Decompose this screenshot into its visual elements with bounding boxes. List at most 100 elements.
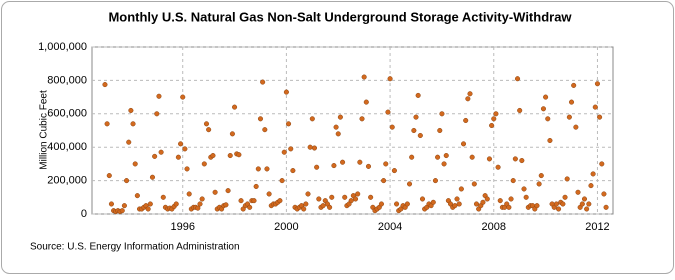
point: [534, 203, 540, 209]
point: [331, 163, 337, 169]
point: [102, 82, 108, 88]
point: [454, 196, 460, 202]
point: [497, 198, 503, 204]
point: [493, 111, 499, 117]
point: [560, 201, 566, 207]
point: [411, 127, 417, 134]
point: [592, 104, 598, 110]
point: [517, 107, 523, 114]
point: [521, 186, 527, 192]
point: [232, 104, 238, 110]
point: [460, 141, 467, 147]
point: [266, 191, 272, 197]
point: [594, 81, 600, 87]
point: [495, 164, 501, 170]
point: [413, 114, 419, 120]
point: [357, 159, 363, 165]
point: [443, 153, 449, 159]
point: [385, 109, 391, 115]
point: [203, 121, 210, 127]
y-axis-label: Million Cubic Feet: [39, 90, 50, 170]
point: [581, 196, 588, 202]
point: [307, 144, 313, 150]
point: [489, 122, 495, 129]
point: [575, 189, 581, 195]
x-tick-label: 2004: [378, 221, 402, 233]
point: [538, 173, 544, 179]
point: [387, 76, 393, 82]
point: [236, 152, 242, 158]
point: [290, 168, 296, 174]
point: [130, 121, 136, 127]
point: [571, 82, 577, 88]
point: [119, 208, 125, 214]
point: [584, 206, 590, 212]
point: [352, 196, 359, 202]
point: [361, 74, 367, 80]
source: Source: U.S. Energy Information Administ…: [30, 242, 240, 253]
point: [320, 203, 326, 209]
point: [314, 164, 320, 170]
y-tick-label: 0: [81, 208, 87, 220]
point: [378, 201, 385, 207]
point: [491, 116, 497, 122]
point: [547, 137, 553, 144]
point: [510, 178, 516, 184]
point: [471, 181, 477, 187]
point: [212, 189, 218, 195]
point: [126, 139, 132, 145]
point: [342, 194, 348, 200]
point: [452, 203, 458, 209]
x-tick-label: 2012: [585, 221, 609, 233]
point: [305, 191, 311, 197]
point: [281, 149, 287, 155]
point: [104, 121, 110, 127]
point: [303, 201, 309, 207]
frame: [1, 1, 674, 274]
point: [368, 194, 374, 200]
point: [333, 124, 339, 130]
point: [473, 201, 480, 207]
point: [523, 194, 529, 200]
point: [512, 156, 518, 162]
x-tick-label: 1996: [170, 221, 194, 233]
point: [540, 106, 547, 112]
point: [389, 124, 395, 130]
point: [562, 194, 568, 200]
y-tick-label: 600,000: [47, 108, 87, 120]
point: [439, 111, 445, 117]
point: [335, 131, 341, 137]
point: [519, 158, 525, 164]
point: [506, 204, 512, 210]
point: [340, 159, 346, 165]
point: [147, 201, 153, 207]
point: [456, 201, 462, 207]
point: [247, 204, 253, 210]
point: [279, 178, 285, 184]
point: [545, 116, 551, 122]
y-tick-label: 800,000: [47, 74, 87, 86]
point: [229, 131, 235, 137]
point: [327, 204, 333, 210]
point: [415, 92, 421, 98]
point: [128, 107, 134, 114]
chart-title: Monthly U.S. Natural Gas Non-Salt Underg…: [108, 9, 572, 24]
point: [206, 127, 212, 133]
point: [182, 146, 188, 152]
point: [329, 194, 335, 200]
point: [394, 201, 400, 207]
point: [383, 161, 389, 167]
point: [277, 198, 283, 204]
point: [363, 99, 369, 105]
point: [419, 196, 426, 202]
point: [178, 141, 184, 147]
point: [210, 153, 216, 159]
point: [458, 186, 464, 192]
point: [437, 127, 443, 134]
point: [573, 124, 579, 130]
point: [486, 156, 492, 162]
point: [406, 181, 413, 187]
point: [180, 94, 186, 100]
point: [337, 114, 343, 120]
point: [564, 176, 570, 182]
